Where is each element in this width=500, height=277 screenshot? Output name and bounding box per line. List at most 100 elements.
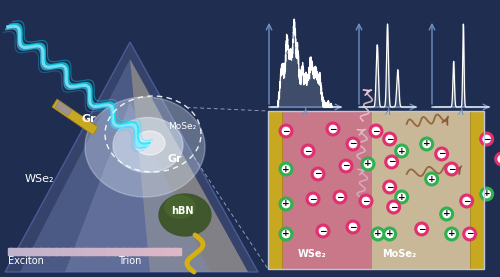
Circle shape (304, 147, 312, 155)
Bar (372, 111, 484, 269)
Bar (105, 248, 106, 255)
Bar (144, 248, 146, 255)
Circle shape (494, 152, 500, 166)
Bar (56, 248, 58, 255)
Bar (142, 248, 144, 255)
Circle shape (384, 155, 399, 170)
Text: +: + (282, 230, 290, 238)
Bar (26, 248, 28, 255)
Text: +: + (374, 230, 382, 238)
Text: −: − (309, 194, 317, 204)
Bar (140, 248, 141, 255)
Bar (94, 248, 95, 255)
Bar (166, 248, 168, 255)
Text: −: − (386, 183, 394, 191)
Text: −: − (320, 227, 327, 235)
Bar (52, 248, 54, 255)
Circle shape (278, 124, 293, 138)
Circle shape (348, 223, 358, 231)
Bar (164, 248, 166, 255)
Bar (102, 248, 104, 255)
Bar (89, 248, 90, 255)
Bar (72, 248, 73, 255)
Circle shape (428, 175, 436, 183)
Bar (268, 111, 282, 269)
Text: −: − (463, 196, 470, 206)
Bar (102, 248, 103, 255)
Bar (68, 248, 70, 255)
Bar (159, 248, 160, 255)
Circle shape (364, 160, 372, 168)
Bar (42, 248, 43, 255)
Bar (124, 248, 126, 255)
Text: +: + (448, 230, 456, 238)
Circle shape (278, 161, 293, 176)
Polygon shape (55, 101, 72, 116)
Bar (176, 248, 178, 255)
Circle shape (346, 137, 360, 152)
Bar (58, 248, 59, 255)
Circle shape (332, 189, 347, 204)
Circle shape (462, 197, 471, 205)
Bar (129, 248, 130, 255)
Circle shape (388, 158, 396, 166)
Circle shape (328, 125, 338, 133)
Bar (56, 248, 57, 255)
Bar (64, 248, 65, 255)
Circle shape (386, 199, 401, 214)
Bar (114, 248, 116, 255)
Circle shape (382, 227, 397, 242)
Circle shape (386, 135, 394, 143)
Circle shape (282, 165, 290, 173)
Bar (76, 248, 78, 255)
Text: −: − (342, 161, 350, 171)
Circle shape (382, 132, 397, 147)
Circle shape (386, 230, 394, 238)
Bar (170, 248, 171, 255)
Bar (29, 248, 30, 255)
Bar (172, 248, 174, 255)
Text: Exciton: Exciton (8, 256, 44, 266)
Bar (72, 248, 74, 255)
Circle shape (466, 230, 474, 238)
Polygon shape (130, 59, 248, 272)
Bar (162, 248, 163, 255)
Circle shape (362, 197, 370, 205)
Bar (120, 248, 122, 255)
Circle shape (398, 147, 406, 155)
Text: −: − (388, 158, 396, 166)
Bar (150, 248, 152, 255)
Bar (138, 248, 140, 255)
Bar (16, 248, 18, 255)
Bar (32, 248, 34, 255)
Bar (15, 248, 16, 255)
Text: MoSe₂: MoSe₂ (382, 249, 416, 259)
Bar (113, 248, 114, 255)
Text: −: − (282, 127, 290, 135)
Bar (40, 248, 42, 255)
Bar (91, 248, 92, 255)
Bar (14, 248, 15, 255)
Circle shape (498, 155, 500, 163)
Bar (54, 248, 56, 255)
Circle shape (358, 194, 374, 209)
Bar (116, 248, 118, 255)
Polygon shape (20, 59, 248, 272)
Bar (31, 248, 32, 255)
Circle shape (479, 132, 494, 147)
Circle shape (394, 189, 409, 204)
Bar (268, 111, 372, 269)
Bar (44, 248, 45, 255)
Text: −: − (329, 124, 337, 134)
Bar (136, 248, 138, 255)
Circle shape (368, 124, 384, 138)
Text: −: − (498, 155, 500, 163)
Polygon shape (65, 102, 210, 272)
Circle shape (278, 196, 293, 212)
Bar (47, 248, 48, 255)
Text: +: + (386, 230, 394, 238)
Circle shape (448, 165, 456, 173)
Circle shape (308, 195, 318, 203)
Text: −: − (336, 193, 344, 201)
Bar (157, 248, 158, 255)
